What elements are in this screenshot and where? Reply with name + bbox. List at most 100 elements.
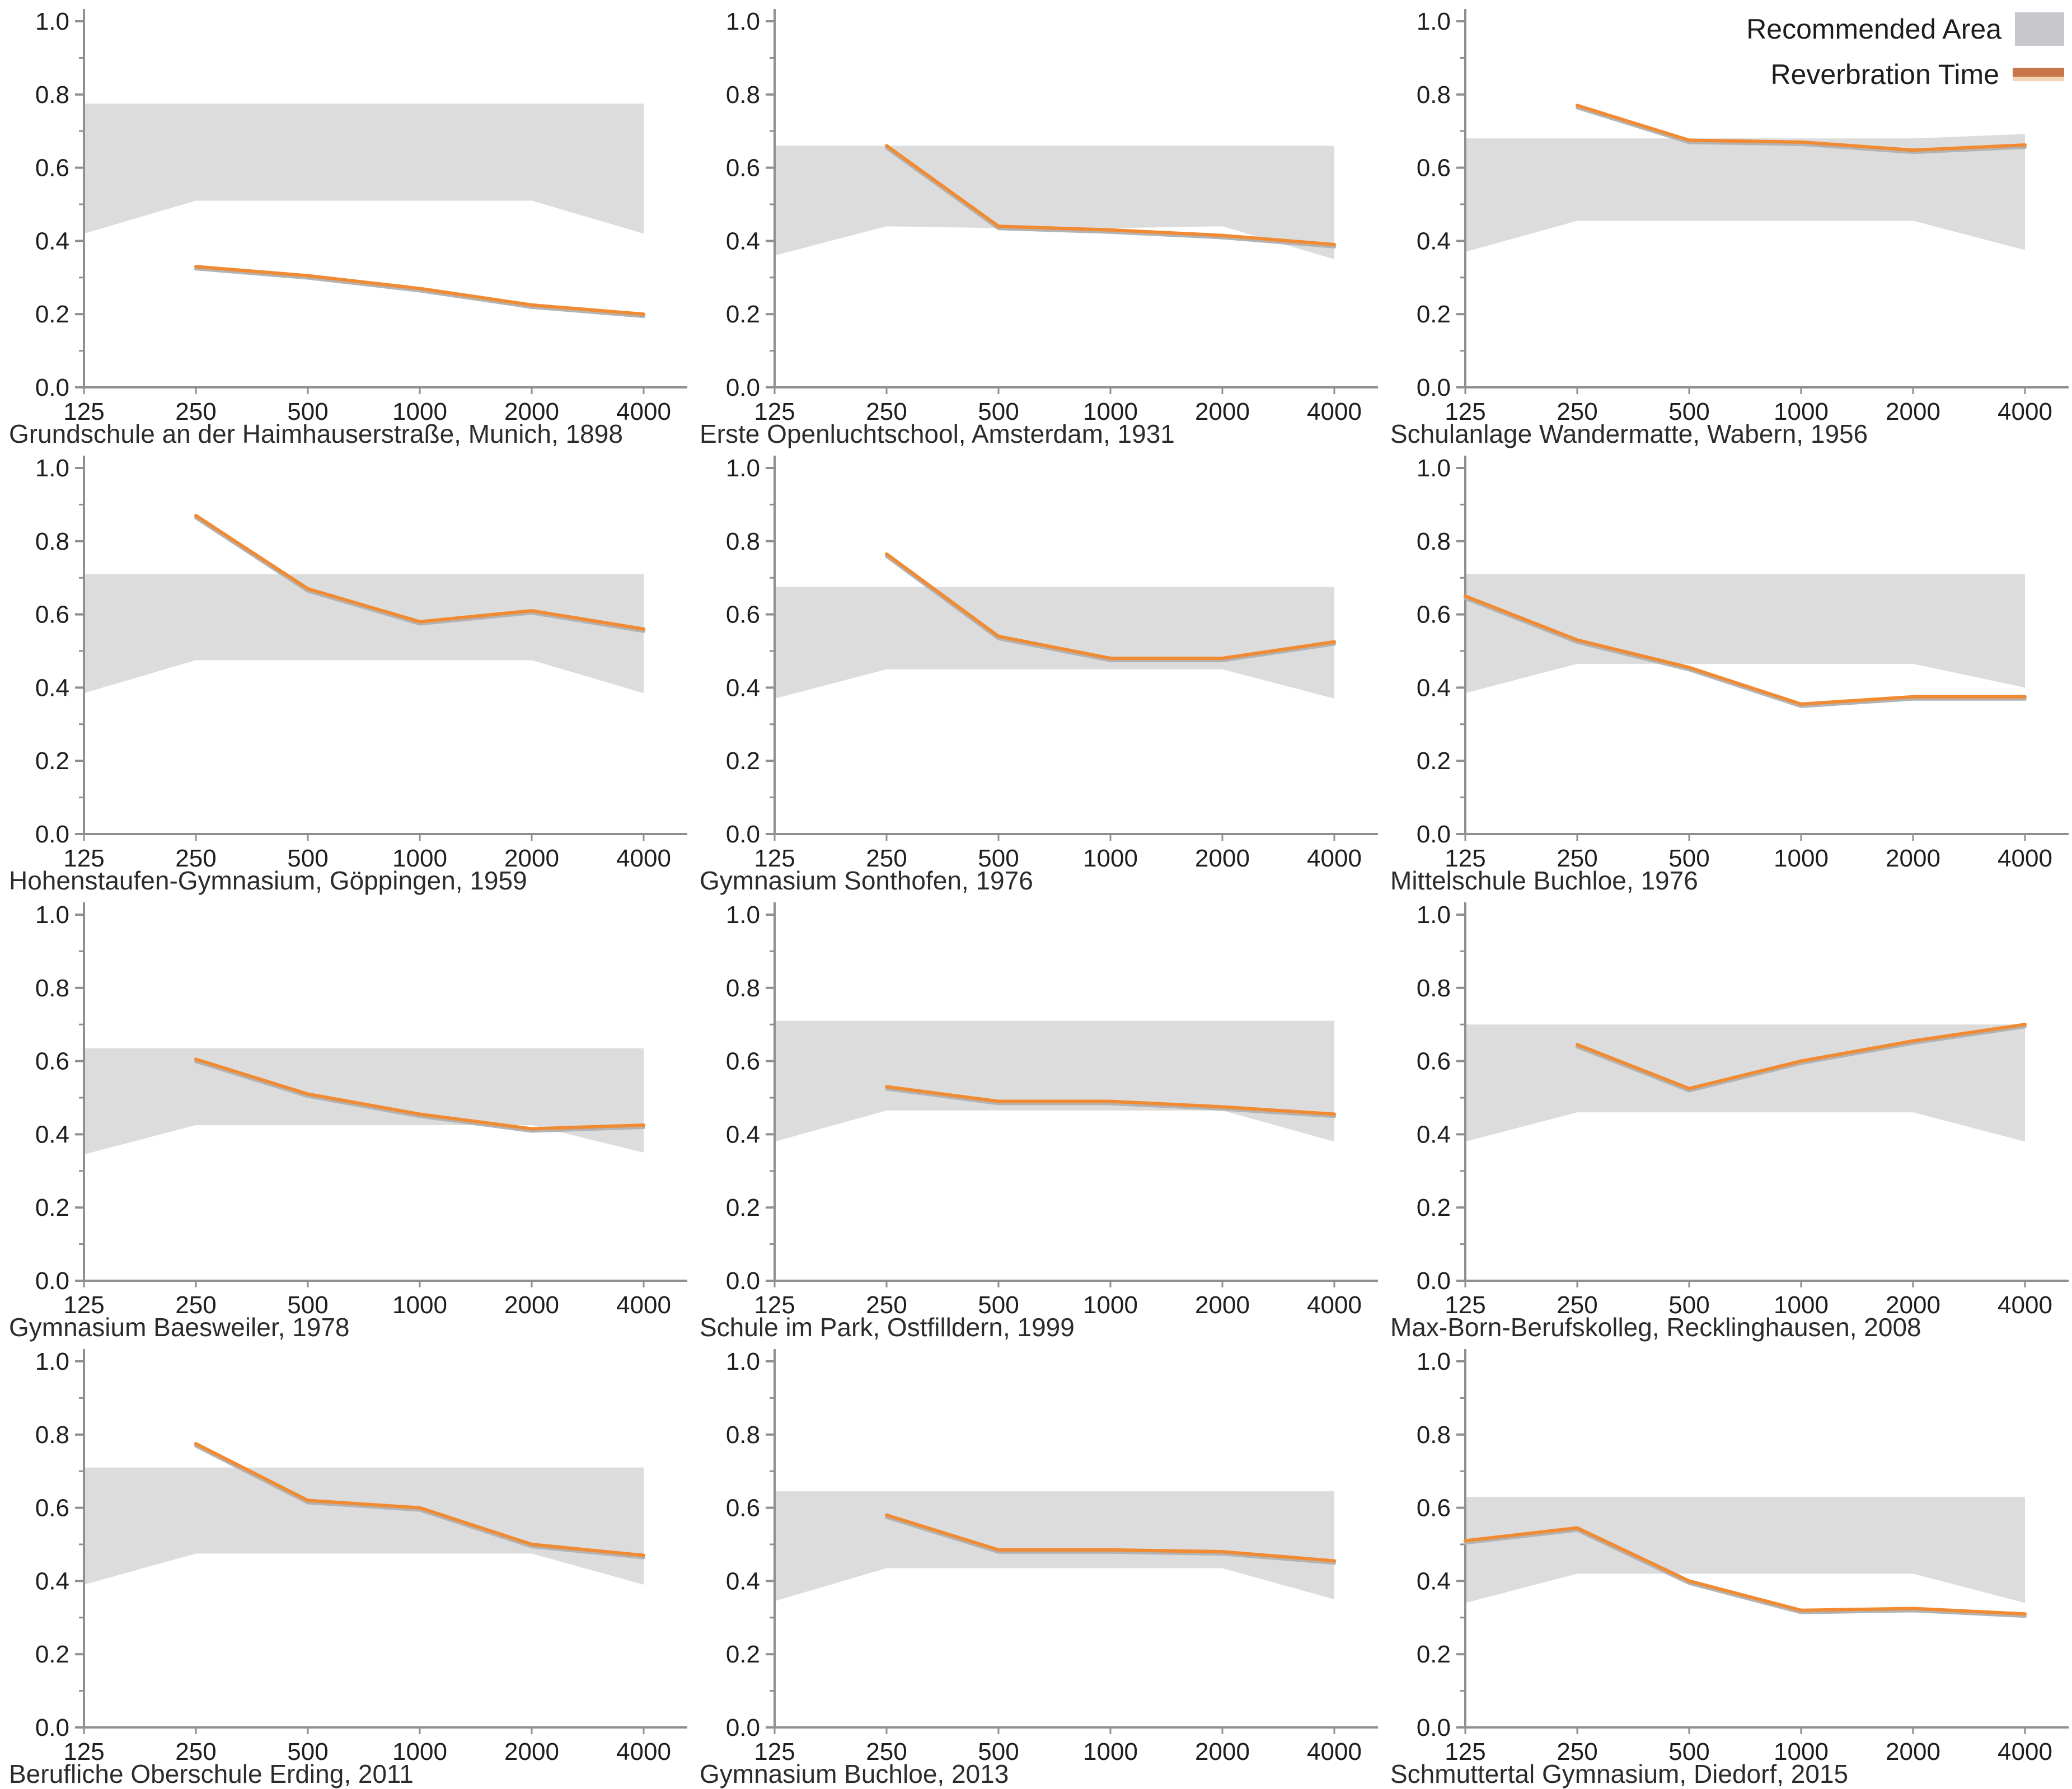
y-tick-label: 1.0 <box>1417 901 1451 929</box>
recommended-band <box>775 1020 1334 1142</box>
recommended-band <box>1465 1496 2025 1603</box>
y-tick-label: 0.8 <box>35 81 69 109</box>
chart-panel-2: 0.0 0.2 0.4 0.6 0.8 1.0 125 250 500 1000 2000 4000 … <box>691 0 1381 448</box>
y-tick-label: 0.6 <box>726 601 760 629</box>
x-tick-label: 125 <box>63 845 104 872</box>
chart-svg: 0.0 0.2 0.4 0.6 0.8 1.0 125 250 500 1000 2000 4000 <box>1417 901 2069 1319</box>
x-tick-label: 500 <box>287 398 328 425</box>
reverberation-line <box>885 1085 1336 1116</box>
legend-label-reverbration-time: Reverbration Time <box>1770 59 2000 90</box>
recommended-area-swatch-icon <box>2015 12 2064 46</box>
x-tick-label: 4000 <box>1307 398 1362 425</box>
y-tick-label: 0.2 <box>726 1194 760 1221</box>
y-tick-label: 1.0 <box>726 1348 760 1375</box>
x-tick-label: 1000 <box>1774 845 1829 872</box>
y-tick-label: 1.0 <box>1417 455 1451 482</box>
y-tick-label: 0.2 <box>35 1641 69 1668</box>
y-tick-label: 0.0 <box>35 374 69 401</box>
x-tick-label: 500 <box>1668 1291 1709 1319</box>
x-tick-label: 250 <box>1557 1738 1597 1765</box>
x-tick-label: 125 <box>63 398 104 425</box>
x-tick-label: 1000 <box>1083 1291 1138 1319</box>
y-tick-label: 0.8 <box>1417 1421 1451 1449</box>
x-tick-label: 125 <box>754 1738 795 1765</box>
reverberation-line <box>1464 594 2027 706</box>
x-tick-label: 500 <box>978 845 1019 872</box>
chart-title: Grundschule an der Haimhauserstraße, Mun… <box>9 419 623 448</box>
y-tick-label: 0.6 <box>1417 154 1451 182</box>
x-tick-label: 2000 <box>1195 398 1250 425</box>
y-tick-label: 0.0 <box>35 1714 69 1741</box>
y-tick-label: 0.4 <box>1417 1121 1451 1148</box>
y-tick-label: 0.8 <box>726 1421 760 1449</box>
x-tick-label: 2000 <box>1886 1738 1940 1765</box>
reverberation-line-shadow <box>1576 1025 2027 1093</box>
legend: Recommended Area Reverbration Time <box>1746 12 2064 91</box>
x-tick-label: 1000 <box>392 845 447 872</box>
y-tick-label: 1.0 <box>1417 1348 1451 1375</box>
y-tick-label: 0.8 <box>1417 528 1451 555</box>
x-tick-label: 500 <box>1668 1738 1709 1765</box>
reverberation-line <box>1464 1526 2027 1616</box>
x-tick-label: 2000 <box>1195 1738 1250 1765</box>
y-tick-label: 0.8 <box>726 528 760 555</box>
chart-title: Schulanlage Wandermatte, Wabern, 1956 <box>1390 419 1868 448</box>
y-tick-label: 0.0 <box>726 821 760 848</box>
x-tick-label: 125 <box>1445 1738 1485 1765</box>
y-tick-label: 1.0 <box>726 901 760 929</box>
y-tick-label: 0.2 <box>35 301 69 328</box>
y-tick-label: 0.6 <box>1417 1495 1451 1522</box>
reverberation-line <box>194 1442 645 1557</box>
y-tick-label: 0.8 <box>35 528 69 555</box>
chart-title: Erste Openluchtschool, Amsterdam, 1931 <box>700 419 1175 448</box>
y-tick-label: 0.4 <box>1417 227 1451 255</box>
x-tick-label: 250 <box>175 1291 216 1319</box>
chart-title: Max-Born-Berufskolleg, Recklinghausen, 2… <box>1390 1313 1921 1342</box>
y-tick-label: 0.0 <box>35 1267 69 1295</box>
x-tick-label: 250 <box>866 845 907 872</box>
reverbration-time-line-swatch-icon <box>2013 68 2064 81</box>
reverberation-line-shadow <box>885 554 1336 663</box>
y-tick-label: 0.2 <box>1417 747 1451 775</box>
chart-title: Gymnasium Buchloe, 2013 <box>700 1759 1009 1788</box>
y-tick-label: 0.2 <box>726 747 760 775</box>
y-tick-label: 0.0 <box>726 374 760 401</box>
chart-panel-8: 0.0 0.2 0.4 0.6 0.8 1.0 125 250 500 1000 2000 4000 … <box>691 893 1381 1342</box>
x-tick-label: 4000 <box>1998 1291 2052 1319</box>
y-tick-label: 0.2 <box>1417 1194 1451 1221</box>
y-tick-label: 1.0 <box>35 455 69 482</box>
legend-label-recommended-area: Recommended Area <box>1746 13 2001 45</box>
reverberation-line-shadow <box>194 267 645 319</box>
x-tick-label: 125 <box>63 1291 104 1319</box>
reverberation-line <box>885 144 1336 246</box>
recommended-band <box>1465 134 2025 252</box>
recommended-band <box>84 1048 644 1155</box>
reverberation-line <box>194 1057 645 1131</box>
x-tick-label: 4000 <box>1307 1738 1362 1765</box>
y-tick-label: 0.6 <box>35 1048 69 1075</box>
reverberation-line <box>885 1513 1336 1563</box>
reverberation-line-shadow <box>1464 596 2027 708</box>
x-tick-label: 125 <box>1445 398 1485 425</box>
x-tick-label: 125 <box>754 398 795 425</box>
x-tick-label: 250 <box>1557 398 1597 425</box>
y-tick-label: 0.0 <box>1417 821 1451 848</box>
chart-panel-12: 0.0 0.2 0.4 0.6 0.8 1.0 125 250 500 1000 2000 4000 … <box>1381 1340 2072 1788</box>
x-tick-label: 2000 <box>1886 1291 1940 1319</box>
x-tick-label: 125 <box>1445 845 1485 872</box>
y-tick-label: 0.6 <box>1417 601 1451 629</box>
x-tick-label: 4000 <box>616 845 671 872</box>
x-tick-label: 2000 <box>1886 398 1940 425</box>
x-tick-label: 500 <box>978 398 1019 425</box>
x-tick-label: 2000 <box>504 1738 559 1765</box>
x-tick-label: 500 <box>287 1291 328 1319</box>
y-tick-label: 0.4 <box>1417 674 1451 701</box>
x-tick-label: 125 <box>1445 1291 1485 1319</box>
chart-panel-4: 0.0 0.2 0.4 0.6 0.8 1.0 125 250 500 1000 2000 4000 … <box>0 447 691 895</box>
x-tick-label: 1000 <box>1083 398 1138 425</box>
y-tick-label: 0.6 <box>726 154 760 182</box>
y-tick-label: 0.4 <box>726 674 760 701</box>
y-tick-label: 0.8 <box>1417 81 1451 109</box>
recommended-band <box>84 104 644 234</box>
